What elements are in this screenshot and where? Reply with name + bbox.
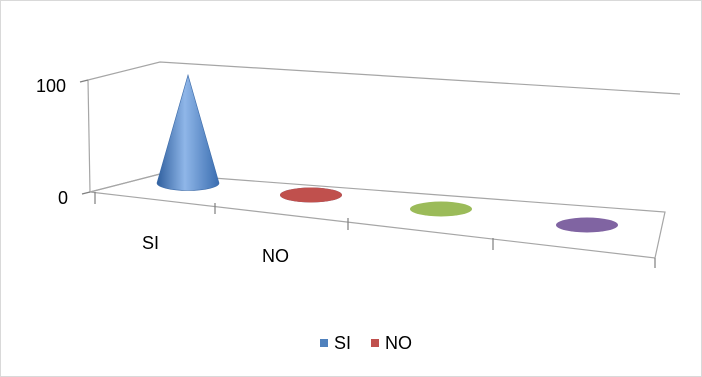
side-wall [88, 80, 160, 192]
cone-base-mark [280, 188, 342, 203]
legend: SI NO [320, 333, 412, 353]
y-tick-label: 0 [58, 188, 68, 208]
cone-base-mark [556, 218, 618, 233]
x-category-label: SI [142, 233, 159, 253]
cone-mark [157, 75, 219, 191]
back-wall [88, 62, 680, 94]
cone-base-mark [410, 202, 472, 217]
x-category-label: NO [262, 246, 289, 266]
legend-label-si: SI [334, 333, 351, 353]
legend-label-no: NO [385, 333, 412, 353]
y-tick-top [80, 80, 88, 82]
y-tick-bottom [82, 192, 90, 194]
y-tick-label: 100 [36, 76, 66, 96]
legend-swatch-no [371, 339, 379, 347]
legend-swatch-si [320, 339, 328, 347]
data-marks [157, 75, 618, 233]
